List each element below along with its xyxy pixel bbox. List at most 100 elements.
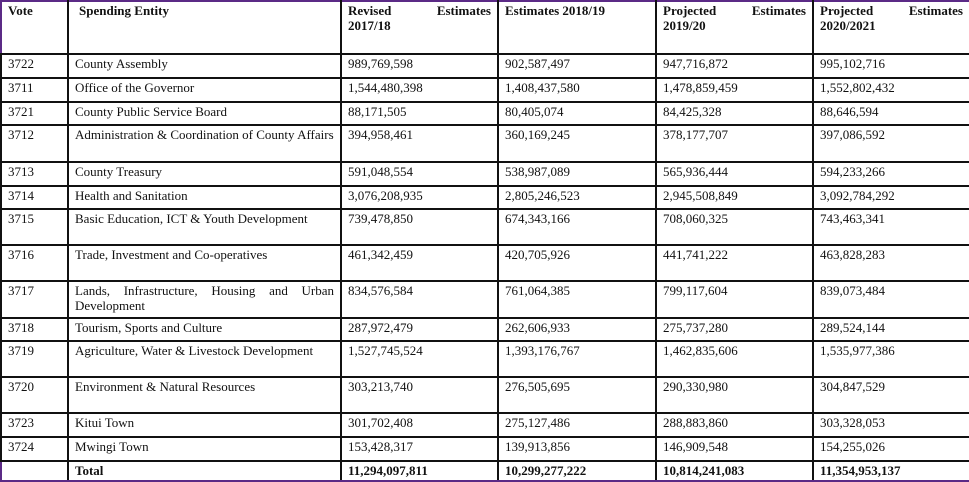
- table-row: 3716 Trade, Investment and Co-operatives…: [0, 244, 969, 282]
- cell-revised: 989,769,598: [340, 53, 499, 79]
- total-row: Total 11,294,097,811 10,299,277,222 10,8…: [0, 460, 969, 482]
- cell-estimates: 360,169,245: [497, 124, 657, 163]
- cell-projected-2019: 1,462,835,606: [655, 340, 814, 378]
- header-estimates-label: Estimates 2018/19: [505, 3, 606, 18]
- cell-projected-2019: 2,945,508,849: [655, 185, 814, 210]
- cell-vote: 3721: [0, 101, 69, 126]
- cell-entity: County Public Service Board: [67, 101, 342, 126]
- cell-entity: Mwingi Town: [67, 436, 342, 462]
- total-revised: 11,294,097,811: [340, 460, 499, 482]
- table-header-row: Vote Spending Entity Revised Estimates 2…: [0, 0, 969, 55]
- cell-entity: Agriculture, Water & Livestock Developme…: [67, 340, 342, 378]
- cell-projected-2019: 565,936,444: [655, 161, 814, 187]
- table-row: 3718 Tourism, Sports and Culture 287,972…: [0, 317, 969, 342]
- cell-estimates: 902,587,497: [497, 53, 657, 79]
- cell-estimates: 538,987,089: [497, 161, 657, 187]
- header-projected-2019-label: Projected Estimates 2019/20: [663, 3, 806, 33]
- cell-vote: 3724: [0, 436, 69, 462]
- cell-estimates: 80,405,074: [497, 101, 657, 126]
- cell-projected-2019: 1,478,859,459: [655, 77, 814, 103]
- cell-projected-2020: 397,086,592: [812, 124, 969, 163]
- table-row: 3713 County Treasury 591,048,554 538,987…: [0, 161, 969, 187]
- cell-vote: 3717: [0, 280, 69, 319]
- cell-revised: 1,527,745,524: [340, 340, 499, 378]
- cell-vote: 3715: [0, 208, 69, 246]
- cell-projected-2020: 289,524,144: [812, 317, 969, 342]
- cell-entity: Office of the Governor: [67, 77, 342, 103]
- cell-projected-2020: 88,646,594: [812, 101, 969, 126]
- cell-entity: Trade, Investment and Co-operatives: [67, 244, 342, 282]
- table-row: 3715 Basic Education, ICT & Youth Develo…: [0, 208, 969, 246]
- cell-entity: Administration & Coordination of County …: [67, 124, 342, 163]
- header-entity-label: Spending Entity: [79, 3, 169, 18]
- cell-revised: 461,342,459: [340, 244, 499, 282]
- cell-revised: 591,048,554: [340, 161, 499, 187]
- cell-projected-2020: 3,092,784,292: [812, 185, 969, 210]
- cell-revised: 1,544,480,398: [340, 77, 499, 103]
- cell-projected-2019: 290,330,980: [655, 376, 814, 414]
- cell-estimates: 1,408,437,580: [497, 77, 657, 103]
- table-row: 3717 Lands, Infrastructure, Housing and …: [0, 280, 969, 319]
- header-estimates-2018-19: Estimates 2018/19: [497, 0, 657, 55]
- table-row: 3720 Environment & Natural Resources 303…: [0, 376, 969, 414]
- cell-entity-text: Lands, Infrastructure, Housing and Urban…: [75, 283, 334, 313]
- cell-vote: 3719: [0, 340, 69, 378]
- cell-estimates: 262,606,933: [497, 317, 657, 342]
- cell-entity: County Assembly: [67, 53, 342, 79]
- cell-revised: 3,076,208,935: [340, 185, 499, 210]
- header-spending-entity: Spending Entity: [67, 0, 342, 55]
- table-row: 3722 County Assembly 989,769,598 902,587…: [0, 53, 969, 79]
- header-projected-2020-label: Projected Estimates 2020/2021: [820, 3, 963, 33]
- cell-vote: 3720: [0, 376, 69, 414]
- cell-projected-2019: 947,716,872: [655, 53, 814, 79]
- cell-vote: 3723: [0, 412, 69, 438]
- header-revised-2017-18: Revised Estimates 2017/18: [340, 0, 499, 55]
- cell-projected-2020: 463,828,283: [812, 244, 969, 282]
- cell-estimates: 275,127,486: [497, 412, 657, 438]
- table-row: 3721 County Public Service Board 88,171,…: [0, 101, 969, 126]
- cell-projected-2020: 1,535,977,386: [812, 340, 969, 378]
- cell-estimates: 139,913,856: [497, 436, 657, 462]
- cell-projected-2020: 303,328,053: [812, 412, 969, 438]
- header-vote-label: Vote: [8, 3, 33, 18]
- cell-projected-2019: 84,425,328: [655, 101, 814, 126]
- cell-projected-2019: 146,909,548: [655, 436, 814, 462]
- cell-vote: 3712: [0, 124, 69, 163]
- cell-entity: Health and Sanitation: [67, 185, 342, 210]
- cell-estimates: 2,805,246,523: [497, 185, 657, 210]
- cell-vote: 3722: [0, 53, 69, 79]
- cell-revised: 739,478,850: [340, 208, 499, 246]
- cell-entity-text: Administration & Coordination of County …: [75, 127, 334, 142]
- cell-projected-2020: 594,233,266: [812, 161, 969, 187]
- cell-revised: 153,428,317: [340, 436, 499, 462]
- total-label: Total: [67, 460, 342, 482]
- cell-revised: 303,213,740: [340, 376, 499, 414]
- cell-revised: 287,972,479: [340, 317, 499, 342]
- cell-entity: Environment & Natural Resources: [67, 376, 342, 414]
- cell-projected-2020: 743,463,341: [812, 208, 969, 246]
- total-estimates: 10,299,277,222: [497, 460, 657, 482]
- table-row: 3724 Mwingi Town 153,428,317 139,913,856…: [0, 436, 969, 462]
- cell-projected-2019: 799,117,604: [655, 280, 814, 319]
- cell-revised: 301,702,408: [340, 412, 499, 438]
- header-vote: Vote: [0, 0, 69, 55]
- cell-estimates: 1,393,176,767: [497, 340, 657, 378]
- cell-vote: 3714: [0, 185, 69, 210]
- cell-vote: 3713: [0, 161, 69, 187]
- table-row: 3723 Kitui Town 301,702,408 275,127,486 …: [0, 412, 969, 438]
- total-projected-2019: 10,814,241,083: [655, 460, 814, 482]
- table-row: 3711 Office of the Governor 1,544,480,39…: [0, 77, 969, 103]
- cell-revised: 834,576,584: [340, 280, 499, 319]
- cell-projected-2019: 288,883,860: [655, 412, 814, 438]
- cell-entity: Lands, Infrastructure, Housing and Urban…: [67, 280, 342, 319]
- cell-revised: 394,958,461: [340, 124, 499, 163]
- cell-projected-2020: 995,102,716: [812, 53, 969, 79]
- header-projected-2020-21: Projected Estimates 2020/2021: [812, 0, 969, 55]
- table-row: 3712 Administration & Coordination of Co…: [0, 124, 969, 163]
- cell-entity: Tourism, Sports and Culture: [67, 317, 342, 342]
- table-row: 3719 Agriculture, Water & Livestock Deve…: [0, 340, 969, 378]
- total-vote: [0, 460, 69, 482]
- cell-estimates: 761,064,385: [497, 280, 657, 319]
- cell-projected-2019: 441,741,222: [655, 244, 814, 282]
